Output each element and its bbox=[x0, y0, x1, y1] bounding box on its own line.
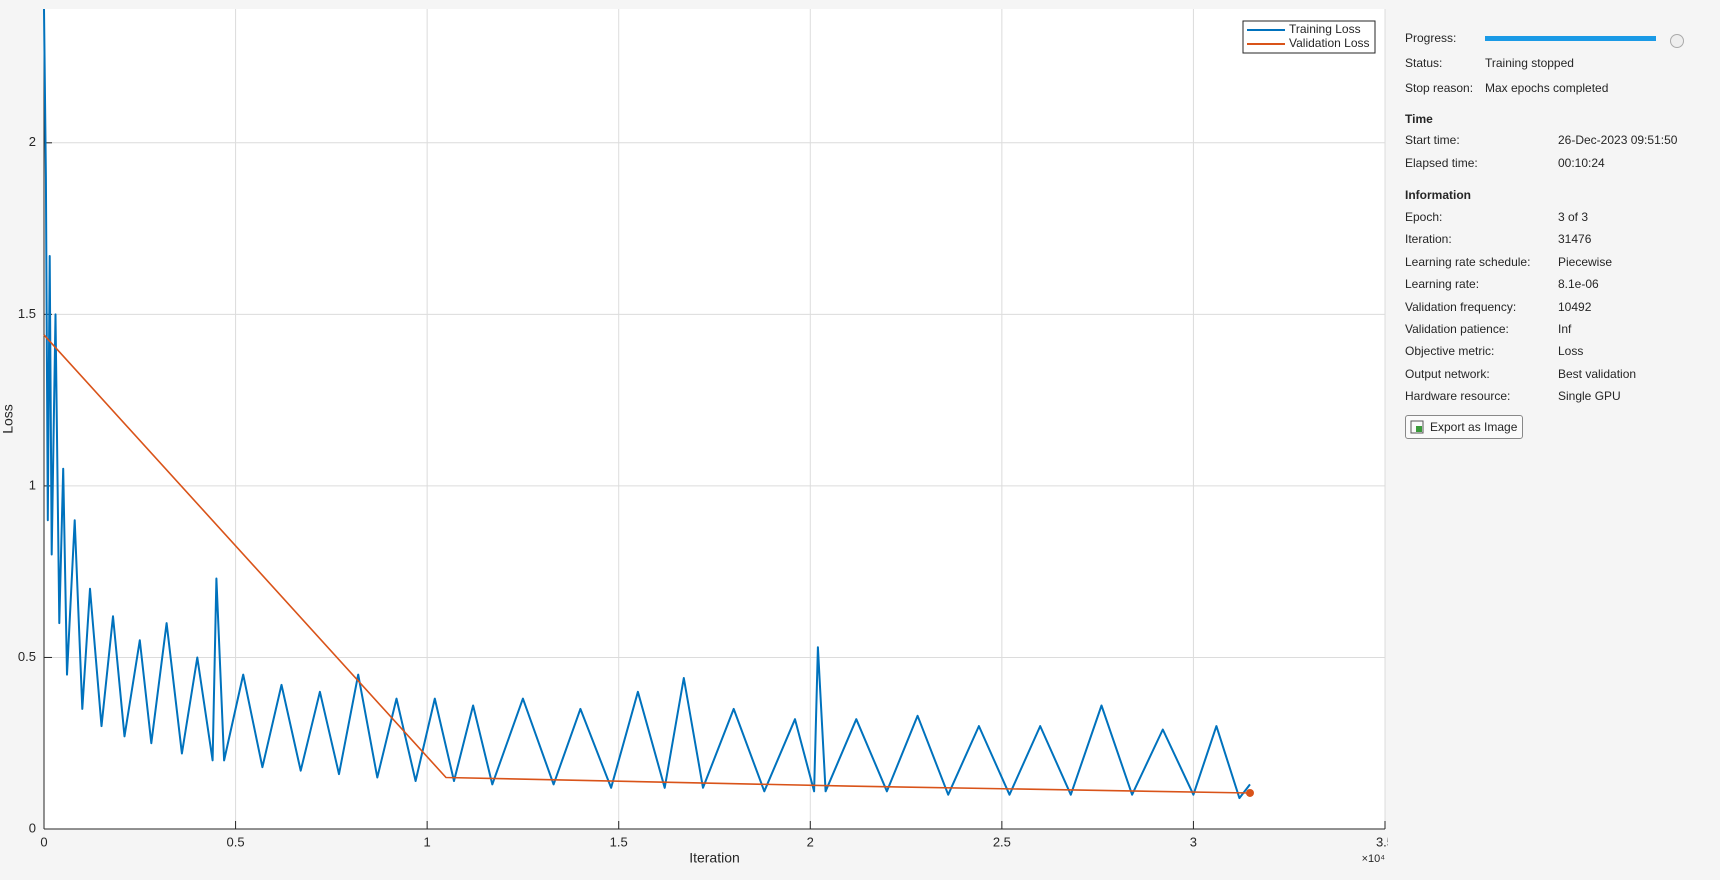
final-point bbox=[1245, 788, 1254, 797]
y-tick-label: 0 bbox=[29, 820, 36, 835]
x-tick-label: 3.5 bbox=[1376, 834, 1388, 849]
x-axis-label: Iteration bbox=[689, 850, 740, 866]
row-value: Piecewise bbox=[1558, 254, 1613, 269]
x-exponent: ×10⁴ bbox=[1362, 853, 1386, 865]
row-label: Stop reason: bbox=[1405, 81, 1474, 95]
row-value: Best validation bbox=[1558, 366, 1637, 381]
series-line bbox=[43, 334, 1251, 794]
row-value: 26-Dec-2023 09:51:50 bbox=[1558, 133, 1678, 147]
info-panel: Progress: Status: Training stopped Stop rea… bbox=[1388, 0, 1720, 880]
row-label: Learning rate schedule: bbox=[1405, 254, 1531, 269]
legend-box bbox=[1242, 20, 1376, 54]
row-value: Loss bbox=[1558, 344, 1584, 359]
legend-label: Validation Loss bbox=[1289, 36, 1370, 50]
x-tick-label: 2 bbox=[807, 834, 814, 849]
row-value: Training stopped bbox=[1485, 56, 1574, 70]
y-tick-label: 2 bbox=[29, 134, 36, 149]
row-label: Epoch: bbox=[1405, 210, 1443, 224]
row-label: Objective metric: bbox=[1405, 344, 1495, 359]
x-tick-label: 0.5 bbox=[227, 834, 245, 849]
x-tick-label: 2.5 bbox=[993, 834, 1011, 849]
row-label: Learning rate: bbox=[1405, 277, 1480, 292]
row-value: Max epochs completed bbox=[1485, 81, 1609, 95]
row-label: Validation patience: bbox=[1405, 322, 1509, 336]
row-label: Elapsed time: bbox=[1405, 156, 1478, 170]
row-value: 3 of 3 bbox=[1558, 210, 1589, 224]
button-label: Export as Image bbox=[1430, 420, 1518, 434]
row-label: Start time: bbox=[1405, 133, 1460, 147]
row-label: Validation frequency: bbox=[1405, 299, 1517, 314]
section-heading: Information bbox=[1405, 188, 1471, 202]
x-tick-label: 3 bbox=[1190, 834, 1197, 849]
stop-button[interactable] bbox=[1670, 34, 1684, 48]
row-label: Iteration: bbox=[1405, 232, 1452, 247]
y-tick-label: 0.5 bbox=[18, 649, 36, 664]
section-heading: Time bbox=[1405, 112, 1433, 126]
y-axis-label: Loss bbox=[0, 404, 16, 434]
y-tick-label: 1 bbox=[29, 477, 36, 492]
progress-bar bbox=[1485, 36, 1656, 41]
y-tick-label: 1.5 bbox=[18, 306, 36, 321]
x-tick-label: 1 bbox=[424, 834, 431, 849]
row-label: Hardware resource: bbox=[1405, 389, 1511, 404]
row-value: Single GPU bbox=[1558, 389, 1621, 404]
row-value: 31476 bbox=[1558, 232, 1592, 247]
row-value: 10492 bbox=[1558, 299, 1592, 314]
row-label: Progress: bbox=[1405, 31, 1457, 45]
legend-label: Training Loss bbox=[1289, 22, 1361, 36]
x-tick-label: 0 bbox=[40, 834, 47, 849]
series-line bbox=[43, 8, 1251, 800]
plot-area bbox=[44, 9, 1385, 829]
row-label: Output network: bbox=[1405, 366, 1490, 381]
chart: 0 0.5 1 1.5 2 0 0.5 1 1.5 2 2.5 3 3.5 Iteration Loss ×1… bbox=[0, 8, 1388, 866]
export-icon bbox=[1410, 420, 1424, 434]
row-value: Inf bbox=[1558, 322, 1572, 336]
export-button[interactable]: Export as Image bbox=[1405, 415, 1523, 439]
row-value: 8.1e-06 bbox=[1558, 277, 1599, 292]
x-tick-label: 1.5 bbox=[610, 834, 628, 849]
row-label: Status: bbox=[1405, 56, 1443, 70]
row-value: 00:10:24 bbox=[1558, 156, 1605, 170]
